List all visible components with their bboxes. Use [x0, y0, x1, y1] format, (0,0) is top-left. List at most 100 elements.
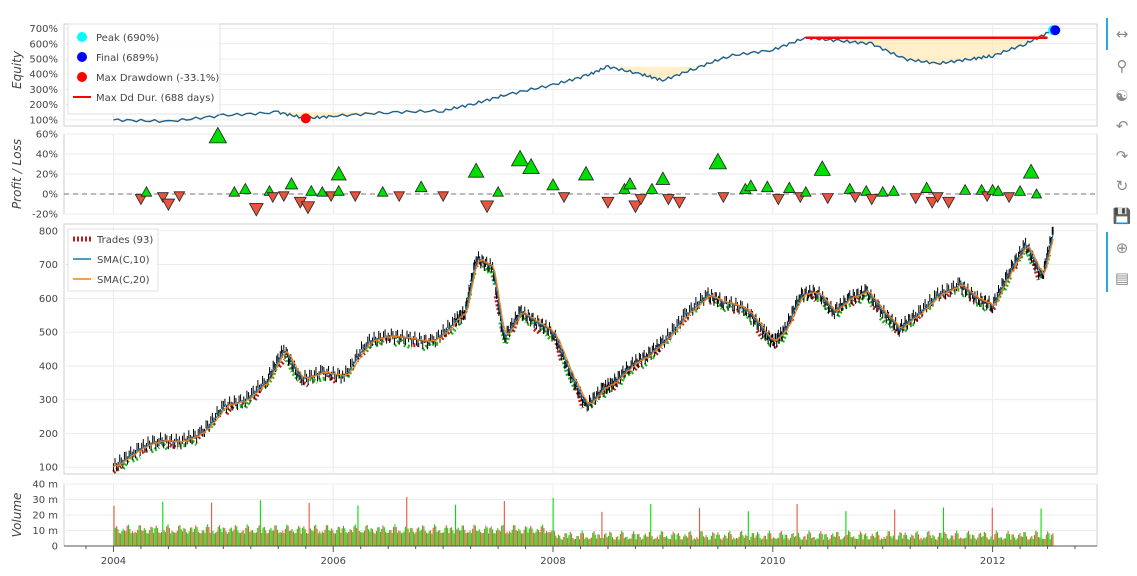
- volume-bar: [789, 537, 792, 546]
- volume-bar: [891, 537, 893, 546]
- wheel-zoom-icon[interactable]: ☯: [1115, 87, 1129, 105]
- volume-bar: [803, 536, 805, 546]
- redo-icon[interactable]: ↷: [1115, 147, 1129, 165]
- volume-bar: [623, 538, 625, 546]
- trade-segment: [560, 357, 571, 378]
- volume-bar: [319, 531, 321, 546]
- volume-bar: [257, 527, 259, 546]
- save-icon[interactable]: 💾: [1112, 207, 1132, 225]
- volume-bar: [844, 536, 846, 546]
- trade-win-marker: [876, 185, 889, 197]
- hover-icon[interactable]: ▤: [1114, 269, 1130, 287]
- crosshair-icon[interactable]: ⊕: [1115, 239, 1129, 257]
- volume-bar: [970, 538, 972, 546]
- undo-icon[interactable]: ↶: [1115, 117, 1129, 135]
- volume-bar: [366, 525, 368, 546]
- volume-bar: [563, 536, 565, 546]
- equity-ytick-label: 600%: [29, 39, 58, 50]
- volume-bar: [217, 526, 219, 546]
- volume-bar: [683, 536, 685, 546]
- volume-bar: [399, 531, 401, 546]
- pan-icon[interactable]: ↔: [1115, 25, 1129, 43]
- volume-bar: [367, 529, 370, 546]
- volume-bar: [846, 534, 848, 546]
- volume-bar: [304, 529, 306, 546]
- trade-segment: [872, 305, 881, 313]
- volume-bar: [758, 533, 760, 546]
- volume-bar: [168, 527, 170, 546]
- volume-bar: [444, 527, 446, 546]
- volume-bar: [684, 534, 686, 546]
- volume-bar: [360, 532, 362, 546]
- trade-segment: [722, 303, 733, 313]
- volume-bar: [116, 526, 118, 546]
- volume-bar: [316, 528, 318, 546]
- volume-bar: [691, 535, 693, 546]
- volume-bar: [718, 534, 720, 546]
- volume-bar: [704, 537, 706, 546]
- volume-bar: [201, 530, 203, 546]
- volume-bar: [642, 538, 644, 546]
- volume-bar: [313, 525, 315, 546]
- trades-legend-label: Trades (93): [96, 235, 153, 246]
- volume-bar: [370, 528, 372, 546]
- volume-bar: [379, 531, 381, 546]
- volume-bar: [630, 538, 632, 546]
- volume-bar: [601, 511, 603, 546]
- volume-bar: [720, 538, 722, 546]
- volume-bar: [317, 533, 319, 546]
- volume-bar: [336, 529, 338, 546]
- volume-bar: [269, 529, 271, 546]
- volume-bar: [298, 525, 300, 546]
- trade-segment: [291, 372, 301, 382]
- trade-segment: [526, 320, 534, 327]
- trade-win-marker: [140, 185, 153, 197]
- volume-bar: [309, 528, 312, 546]
- volume-bar: [993, 539, 995, 546]
- volume-bar: [1002, 539, 1004, 546]
- trade-win-marker: [467, 162, 485, 178]
- volume-bar: [890, 536, 892, 546]
- volume-bar: [588, 539, 590, 546]
- volume-bar: [782, 534, 784, 546]
- trade-win-marker: [813, 160, 831, 176]
- volume-bar: [300, 533, 302, 546]
- volume-bar: [175, 532, 177, 546]
- volume-bar: [977, 537, 979, 546]
- volume-bar: [775, 538, 777, 546]
- volume-bar: [230, 527, 232, 546]
- volume-bar: [539, 532, 541, 546]
- volume-bar: [902, 538, 904, 546]
- volume-bar: [267, 532, 269, 546]
- volume-bar: [869, 539, 871, 546]
- volume-bar: [545, 531, 548, 546]
- volume-bar: [888, 531, 890, 546]
- volume-bar: [255, 532, 257, 546]
- box-zoom-icon[interactable]: ⚲: [1116, 57, 1128, 75]
- volume-bar: [644, 533, 646, 546]
- volume-bar: [945, 533, 947, 546]
- volume-bar: [484, 528, 486, 546]
- volume-bar: [834, 536, 836, 546]
- volume-bar: [1049, 539, 1051, 546]
- volume-bar: [141, 530, 143, 546]
- volume-bar: [203, 530, 205, 546]
- volume-bar: [986, 537, 988, 546]
- volume-bar: [245, 527, 247, 546]
- volume-bar: [540, 526, 542, 546]
- volume-bar: [433, 524, 436, 546]
- volume-bar: [458, 530, 461, 546]
- volume-bar: [180, 529, 182, 546]
- volume-bar: [561, 539, 563, 546]
- volume-bar: [822, 539, 825, 546]
- reset-icon[interactable]: ↻: [1115, 177, 1129, 195]
- volume-bar: [1008, 533, 1010, 546]
- volume-bar: [192, 531, 194, 546]
- backtest-plot: 100% 200% 300% 400% 500% 600% 700% -20% 0% 20% 40…: [10, 23, 1098, 567]
- trade-segment: [284, 355, 294, 373]
- x-axis: 2004 2006 2008 2010 2012: [64, 545, 1097, 567]
- volume-bar: [911, 534, 913, 546]
- volume-bar: [882, 538, 884, 546]
- volume-bar: [270, 527, 272, 546]
- volume-bar: [692, 539, 694, 546]
